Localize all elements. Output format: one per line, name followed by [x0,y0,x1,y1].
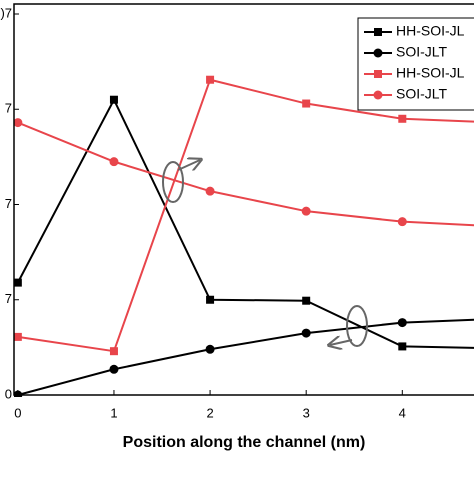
point [14,278,22,287]
point [397,318,407,328]
point [109,157,119,167]
point [397,217,407,227]
point [302,99,311,108]
point [205,186,215,196]
legend-marker [373,48,383,58]
x-axis-label: Position along the channel (nm) [123,434,366,451]
point [398,114,407,123]
y-tick-label: 7 [5,196,12,211]
legend-marker [374,28,382,36]
point [301,206,311,216]
plot-frame [13,3,474,396]
series-line [16,97,474,349]
y-tick-label: )7 [0,5,12,20]
point [14,118,23,128]
legend-marker [373,90,383,100]
legend-label: SOI-JLT [396,86,448,102]
point [398,342,407,351]
point [206,295,215,304]
point [206,75,215,84]
point [109,347,118,356]
y-tick-label: 7 [5,291,12,306]
point [109,95,118,104]
x-tick-label: 2 [206,405,213,420]
series-line [17,318,474,396]
point [14,332,22,341]
legend-marker [374,70,382,78]
plot [14,75,474,397]
x-tick-label: 1 [110,405,117,420]
point [109,364,119,374]
x-tick-label: 3 [303,405,310,420]
y-tick-label: 0 [5,386,12,401]
legend-label: HH-SOI-JL [396,23,465,39]
legend: HH-SOI-JL SOI-JLT HH-SOI-JL SOI-JLT [357,17,474,111]
point [205,344,215,354]
point [302,296,311,305]
series-line [17,121,474,227]
legend-label: SOI-JLT [396,44,448,60]
x-tick-label: 0 [14,405,21,420]
series-line [17,78,474,353]
legend-label: HH-SOI-JL [396,65,465,81]
x-tick-label: 4 [399,405,406,420]
y-tick-label: 7 [5,101,12,116]
point [301,328,311,338]
annotation [162,160,368,346]
